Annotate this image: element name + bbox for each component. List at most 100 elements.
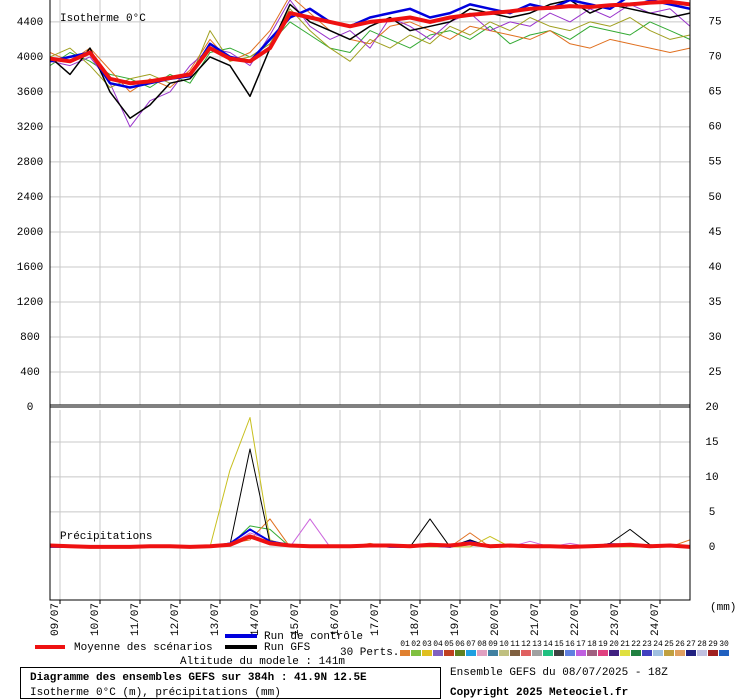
pert-number: 25	[664, 640, 674, 649]
y2-tick-label: 5	[709, 507, 716, 519]
y-tick-label: 2000	[17, 227, 43, 239]
pert-swatch	[631, 650, 641, 656]
x-tick-label: 09/07	[50, 603, 62, 636]
y2-tick-label: 35	[708, 297, 721, 309]
x-tick-label: 24/07	[650, 603, 662, 636]
pert-number: 17	[576, 640, 586, 649]
series-group	[50, 417, 690, 549]
pert-swatch	[477, 650, 487, 656]
y-tick-label: 0	[27, 402, 34, 414]
y2-tick-label: 50	[708, 192, 721, 204]
y2-tick-label: 30	[708, 332, 721, 344]
series-line	[50, 0, 690, 119]
pert-swatch	[433, 650, 443, 656]
pert-swatch	[455, 650, 465, 656]
pert-swatch	[620, 650, 630, 656]
pert-swatch	[719, 650, 729, 656]
pert-number: 08	[477, 640, 487, 649]
pert-swatch	[587, 650, 597, 656]
y-tick-label: 800	[20, 332, 40, 344]
pert-number: 30	[719, 640, 729, 649]
series-line	[50, 21, 690, 88]
x-tick-label: 16/07	[330, 603, 342, 636]
pert-swatch	[510, 650, 520, 656]
series-line	[50, 0, 690, 86]
pert-number: 16	[565, 640, 575, 649]
pert-swatch	[664, 650, 674, 656]
pert-number: 09	[488, 640, 498, 649]
y-tick-label: 400	[20, 367, 40, 379]
pert-swatch	[642, 650, 652, 656]
pert-swatch	[521, 650, 531, 656]
x-tick-label: 14/07	[250, 603, 262, 636]
series-group	[50, 0, 690, 128]
pert-swatch	[675, 650, 685, 656]
pert-swatch	[532, 650, 542, 656]
x-tick-label: 22/07	[570, 603, 582, 636]
footer-subtitle: Isotherme 0°C (m), précipitations (mm)	[30, 687, 281, 699]
pert-swatch	[488, 650, 498, 656]
x-tick-label: 18/07	[410, 603, 422, 636]
pert-number: 12	[521, 640, 531, 649]
footer-box	[20, 667, 441, 699]
legend-label: 30 Perts.	[340, 647, 399, 659]
pert-number: 05	[444, 640, 454, 649]
x-tick-label: 17/07	[370, 603, 382, 636]
pert-swatch	[466, 650, 476, 656]
y2-tick-label: 25	[708, 367, 721, 379]
series-line	[50, 8, 690, 88]
y2-tick-label: 15	[705, 437, 718, 449]
pert-number: 06	[455, 640, 465, 649]
x-tick-label: 10/07	[90, 603, 102, 636]
pert-number: 23	[642, 640, 652, 649]
altitude: Altitude du modele : 141m	[180, 656, 345, 668]
y-tick-label: 2400	[17, 192, 43, 204]
panel-title: Précipitations	[60, 531, 152, 543]
pert-swatch	[708, 650, 718, 656]
series-line	[50, 534, 690, 549]
pert-number: 01	[400, 640, 410, 649]
pert-swatch	[400, 650, 410, 656]
pert-swatch	[686, 650, 696, 656]
pert-number: 04	[433, 640, 443, 649]
pert-number: 26	[675, 640, 685, 649]
y-tick-label: 2800	[17, 157, 43, 169]
y2-tick-label: 20	[705, 402, 718, 414]
footer-title: Diagramme des ensembles GEFS sur 384h : …	[30, 672, 367, 684]
plot-frame	[49, 0, 691, 601]
copyright: Copyright 2025 Meteociel.fr	[450, 687, 628, 699]
x-tick-label: 13/07	[210, 603, 222, 636]
unit-label: (mm)	[710, 602, 736, 614]
pert-number: 28	[697, 640, 707, 649]
pert-number: 03	[422, 640, 432, 649]
x-tick-label: 21/07	[530, 603, 542, 636]
y2-tick-label: 75	[708, 17, 721, 29]
pert-swatch	[411, 650, 421, 656]
y2-tick-label: 55	[708, 157, 721, 169]
y-tick-label: 4000	[17, 52, 43, 64]
x-tick-label: 11/07	[130, 603, 142, 636]
pert-number: 20	[609, 640, 619, 649]
pert-swatch	[598, 650, 608, 656]
pert-number: 19	[598, 640, 608, 649]
y-tick-label: 3200	[17, 122, 43, 134]
y2-tick-label: 60	[708, 122, 721, 134]
y2-tick-label: 10	[705, 472, 718, 484]
legend-label: Run GFS	[264, 642, 311, 654]
y-tick-label: 1200	[17, 297, 43, 309]
x-tick-label: 20/07	[490, 603, 502, 636]
pert-number: 15	[554, 640, 564, 649]
legend-label: Moyenne des scénarios	[74, 642, 213, 654]
series-line	[50, 417, 690, 548]
pert-number: 21	[620, 640, 630, 649]
pert-number: 13	[532, 640, 542, 649]
pert-swatch	[697, 650, 707, 656]
series-line	[50, 0, 690, 93]
pert-number: 10	[499, 640, 509, 649]
pert-swatch	[444, 650, 454, 656]
y2-tick-label: 70	[708, 52, 721, 64]
pert-number: 24	[653, 640, 663, 649]
pert-swatch	[554, 650, 564, 656]
y-tick-label: 1600	[17, 262, 43, 274]
run-info: Ensemble GEFS du 08/07/2025 - 18Z	[450, 667, 668, 679]
